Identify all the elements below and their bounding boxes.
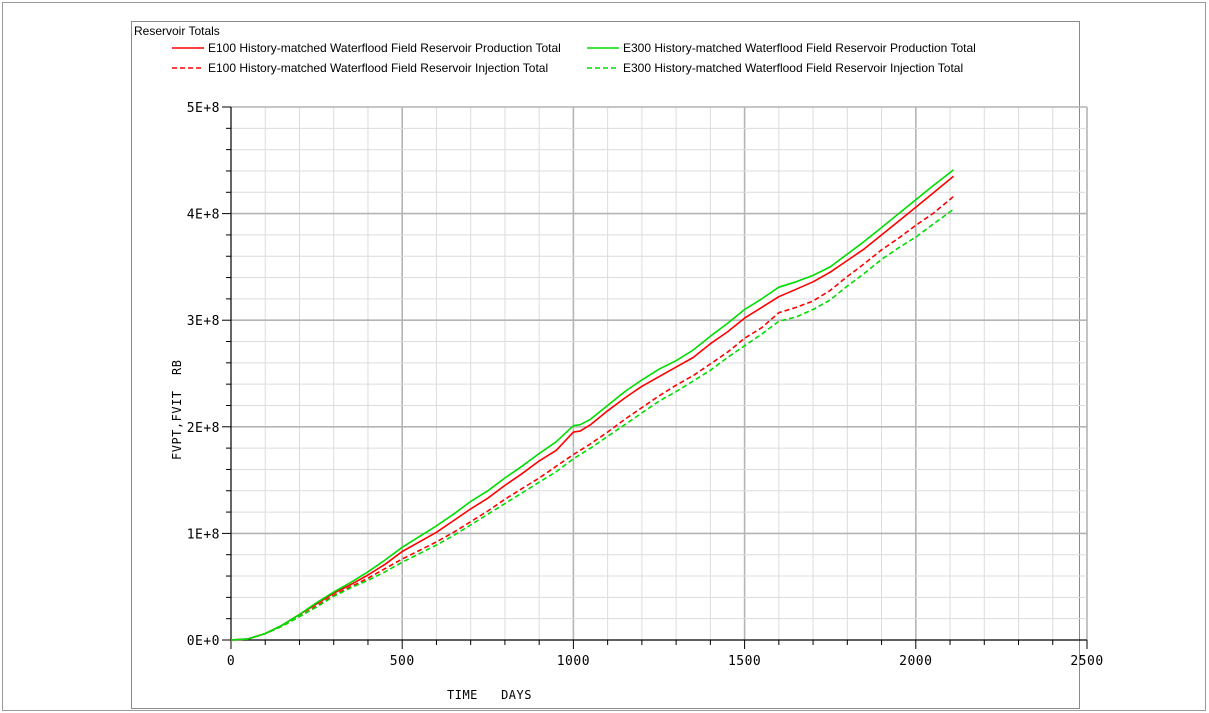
plot-panel [131,21,1080,709]
x-tick-label: 2500 [1070,654,1103,669]
x-tick-label: 0 [227,654,235,669]
series-line-e100-history-matched-waterflood-field-reservoir-production-total [230,175,955,641]
x-tick-label: 1500 [728,654,761,669]
y-tick-label: 3E+8 [187,314,220,329]
y-tick-label: 2E+8 [187,421,220,436]
legend: E100 History-matched Waterflood Field Re… [172,41,976,75]
y-axis-label: FVPT,FVIT RB [170,360,184,460]
x-axis-label: TIME DAYS [447,688,532,702]
series-line-e100-history-matched-waterflood-field-reservoir-injection-total [230,195,955,641]
x-tick-label: 500 [390,654,415,669]
y-tick-label: 4E+8 [187,208,220,223]
x-tick-label: 2000 [899,654,932,669]
series-line-e300-history-matched-waterflood-field-reservoir-production-total [230,169,954,641]
y-tick-label: 1E+8 [187,527,220,542]
y-tick-label: 0E+0 [187,634,220,649]
series-layer [230,169,955,641]
legend-label-e300-production: E300 History-matched Waterflood Field Re… [623,41,976,55]
tick-labels: 0 500 1000 1500 2000 2500 0E+0 1E+8 2E+8 3E+8 4E+8… [187,101,1103,669]
grid [231,106,1088,640]
legend-label-e100-injection: E100 History-matched Waterflood Field Re… [208,61,548,75]
series-line-e300-history-matched-waterflood-field-reservoir-injection-total [230,208,954,641]
y-tick-label: 5E+8 [187,101,220,116]
x-tick-label: 1000 [557,654,590,669]
chart-title: Reservoir Totals [134,24,220,38]
legend-label-e100-production: E100 History-matched Waterflood Field Re… [208,41,561,55]
axes [222,106,1088,649]
legend-label-e300-injection: E300 History-matched Waterflood Field Re… [623,61,963,75]
